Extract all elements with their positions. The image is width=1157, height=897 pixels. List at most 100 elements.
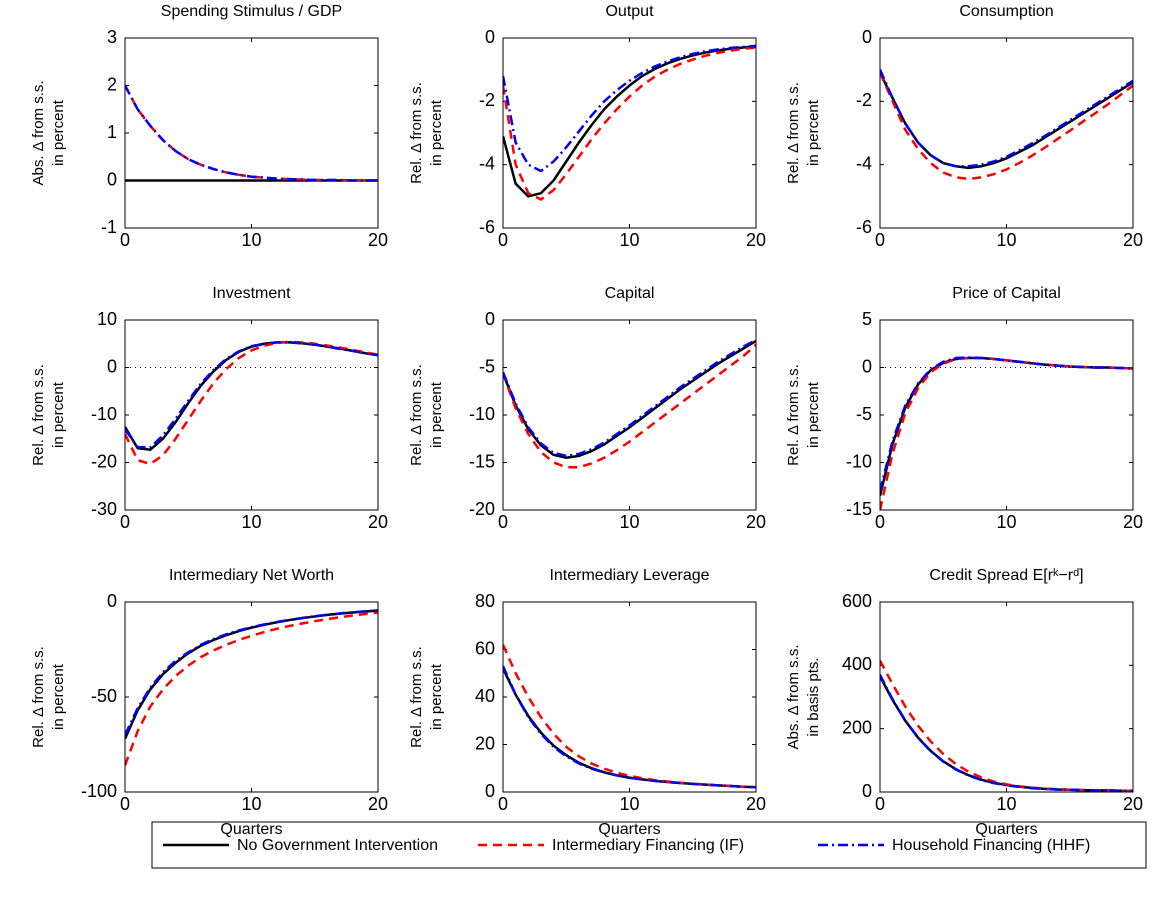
series-line: [503, 339, 756, 460]
y-tick-label: 0: [107, 169, 117, 189]
y-tick-label: 3: [107, 27, 117, 47]
axes-box: [502, 319, 757, 511]
x-tick-label: 0: [120, 512, 130, 532]
x-tick-label: 20: [1123, 794, 1143, 814]
series-line: [125, 84, 378, 182]
y-tick-label: -5: [856, 404, 872, 424]
x-tick-label: 10: [619, 512, 639, 532]
axes-box: [879, 37, 1134, 229]
y-tick-label: 0: [107, 591, 117, 611]
series-line: [125, 609, 378, 736]
y-tick-label: 80: [475, 591, 495, 611]
x-tick-label: 0: [875, 512, 885, 532]
legend-box: [151, 821, 1147, 869]
x-tick-label: 10: [996, 230, 1016, 250]
x-tick-label: 20: [368, 512, 388, 532]
x-tick-label: 10: [241, 794, 261, 814]
subplot-title: Spending Stimulus / GDP: [161, 3, 342, 20]
x-tick-label: 20: [746, 512, 766, 532]
x-axis-label: Quarters: [598, 821, 660, 838]
y-axis-label: Rel. Δ from s.s.: [408, 646, 425, 748]
x-tick-label: 20: [368, 230, 388, 250]
y-tick-label: -100: [81, 781, 117, 801]
x-tick-label: 0: [498, 230, 508, 250]
y-tick-label: 0: [862, 27, 872, 47]
y-tick-label: 0: [485, 27, 495, 47]
y-axis-label: in percent: [428, 99, 445, 166]
series-line: [125, 341, 378, 449]
y-tick-label: 400: [842, 654, 872, 674]
legend-label: No Government Intervention: [237, 837, 438, 854]
x-tick-label: 0: [120, 794, 130, 814]
y-axis-label: in percent: [428, 381, 445, 448]
axes-box: [502, 601, 757, 793]
y-tick-label: -15: [846, 499, 872, 519]
y-tick-label: 0: [485, 309, 495, 329]
axes-box: [879, 319, 1134, 511]
y-axis-label: Abs. Δ from s.s.: [785, 644, 802, 749]
y-axis-label: in percent: [805, 381, 822, 448]
series-line: [880, 356, 1133, 492]
legend-label: Intermediary Financing (IF): [552, 837, 744, 854]
series-line: [880, 674, 1133, 792]
subplot-title: Investment: [212, 285, 291, 302]
y-axis-label: in percent: [50, 381, 67, 448]
y-tick-label: -20: [469, 499, 495, 519]
axes-box: [124, 601, 379, 793]
y-axis-label: Rel. Δ from s.s.: [30, 646, 47, 748]
y-axis-label: Rel. Δ from s.s.: [785, 364, 802, 466]
y-axis-label: in percent: [428, 663, 445, 730]
subplot-title: Price of Capital: [952, 285, 1061, 302]
y-tick-label: -10: [469, 404, 495, 424]
y-tick-label: -2: [856, 90, 872, 110]
series-line: [125, 340, 378, 466]
subplot-title: Credit Spread E[rᵏ−rᵈ]: [929, 567, 1083, 584]
y-tick-label: -6: [856, 217, 872, 237]
x-tick-label: 0: [498, 512, 508, 532]
y-tick-label: 20: [475, 733, 495, 753]
series-line: [503, 44, 756, 173]
y-tick-label: -50: [91, 686, 117, 706]
y-tick-label: 60: [475, 638, 495, 658]
series-line: [503, 343, 756, 469]
y-axis-label: Abs. Δ from s.s.: [30, 80, 47, 185]
y-tick-label: 600: [842, 591, 872, 611]
x-tick-label: 20: [1123, 512, 1143, 532]
y-tick-label: -30: [91, 499, 117, 519]
x-tick-label: 20: [368, 794, 388, 814]
legend-label: Household Financing (HHF): [892, 837, 1090, 854]
y-axis-label: Rel. Δ from s.s.: [30, 364, 47, 466]
series-line: [880, 69, 1133, 168]
y-tick-label: -5: [479, 356, 495, 376]
y-tick-label: 0: [862, 781, 872, 801]
x-tick-label: 10: [619, 230, 639, 250]
subplot-title: Consumption: [959, 3, 1053, 20]
series-line: [880, 356, 1133, 510]
y-axis-label: in percent: [50, 99, 67, 166]
axes-box: [879, 601, 1134, 793]
y-tick-label: 2: [107, 74, 117, 94]
y-axis-label: Rel. Δ from s.s.: [408, 82, 425, 184]
y-axis-label: in percent: [805, 99, 822, 166]
y-tick-label: -10: [846, 451, 872, 471]
y-tick-label: 200: [842, 717, 872, 737]
axes-box: [124, 37, 379, 229]
series-line: [503, 665, 756, 789]
subplot-title: Intermediary Net Worth: [169, 567, 334, 584]
subplot-title: Intermediary Leverage: [549, 567, 709, 584]
x-tick-label: 10: [241, 230, 261, 250]
x-tick-label: 10: [619, 794, 639, 814]
series-line: [880, 72, 1133, 181]
x-tick-label: 0: [875, 794, 885, 814]
x-tick-label: 20: [746, 794, 766, 814]
x-axis-label: Quarters: [220, 821, 282, 838]
x-tick-label: 10: [996, 512, 1016, 532]
axes-box: [502, 37, 757, 229]
y-tick-label: 0: [862, 356, 872, 376]
x-tick-label: 0: [120, 230, 130, 250]
y-tick-label: -15: [469, 451, 495, 471]
series-line: [503, 338, 756, 458]
axes-box: [124, 319, 379, 511]
x-tick-label: 10: [996, 794, 1016, 814]
y-tick-label: -10: [91, 404, 117, 424]
